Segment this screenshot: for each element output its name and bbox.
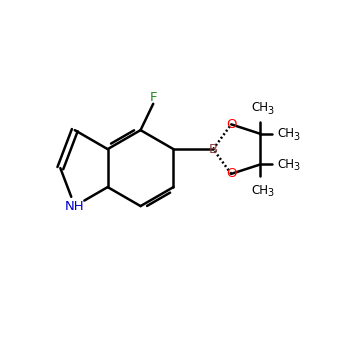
Text: 3: 3 xyxy=(267,188,273,198)
Text: 3: 3 xyxy=(293,162,299,172)
Text: NH: NH xyxy=(65,199,85,212)
Text: 3: 3 xyxy=(267,106,273,116)
Text: F: F xyxy=(149,91,157,104)
Text: O: O xyxy=(226,118,237,131)
Text: CH: CH xyxy=(252,184,269,197)
Text: CH: CH xyxy=(278,158,295,171)
Text: CH: CH xyxy=(278,127,295,140)
Text: B: B xyxy=(209,142,218,156)
Text: O: O xyxy=(226,167,237,180)
Text: 3: 3 xyxy=(293,132,299,142)
Text: CH: CH xyxy=(252,101,269,114)
